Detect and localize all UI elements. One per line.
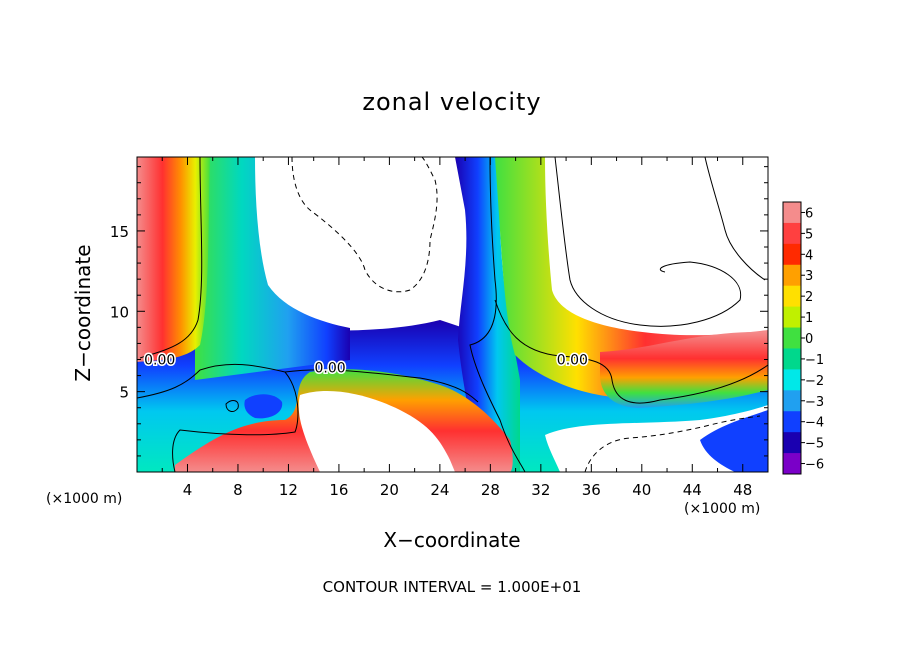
central-cold-column [455,157,520,472]
contour-interval-footer: CONTOUR INTERVAL = 1.000E+01 [322,578,582,596]
colorbar-swatch [783,411,801,433]
contour-label: 0.00 [144,353,175,369]
contour-negative-lower [584,415,761,472]
x-unit-label-right: (×1000 m) [684,501,761,517]
cold-blob-left [244,394,283,419]
x-tick-label: 4 [183,481,193,499]
x-tick-label: 44 [683,481,702,499]
colorbar-label: −1 [805,353,824,368]
left-cold-column [195,157,350,380]
colorbar-label: 3 [805,269,813,284]
colorbar-swatch [783,243,801,266]
colorbar-swatch [783,432,801,454]
colorbar-swatch [783,202,801,224]
chart-title: zonal velocity [362,88,542,116]
y-tick-label: 10 [110,303,129,321]
colorbar-label: 5 [805,227,813,242]
colorbar-label: −5 [805,437,824,452]
x-tick-label: 20 [380,481,399,499]
left-warm-column [137,157,210,362]
contour-labels: 0.00 0.00 0.00 [143,351,590,378]
x-tick-label: 48 [733,481,752,499]
contour-label: 0.00 [315,361,346,377]
x-tick-label: 16 [329,481,348,499]
x-tick-label: 24 [430,481,449,499]
y-tick-label: 5 [119,384,129,402]
colorbar-swatch [783,264,801,287]
x-tick-label: 12 [279,481,298,499]
colorbar-label: 2 [805,290,813,305]
contour-positive-right [554,157,742,327]
y-tick-label: 15 [110,223,129,241]
x-tick-label: 8 [233,481,243,499]
colorbar-label: −6 [805,458,824,473]
colorbar-swatch [783,222,801,245]
colorbar-swatch [783,327,801,349]
x-axis-label: X−coordinate [383,528,521,552]
colorbar-label: −4 [805,416,824,431]
colorbar-label: 6 [805,206,813,221]
colorbar-swatch [783,285,801,308]
colorbar: 6 5 4 3 2 1 0 −1 −2 −3 −4 −5 −6 [782,201,824,475]
colorbar-swatch [783,306,801,329]
contour-zero-mid [284,369,479,403]
x-tick-label: 28 [481,481,500,499]
plot-frame [136,156,769,473]
colorbar-swatch [783,348,801,370]
y-axis: 5 10 15 [110,166,768,457]
x-tick-label: 40 [632,481,651,499]
colorbar-swatch [783,390,801,412]
contour-zero-lower [137,363,299,472]
contour-negative-upper [291,157,438,293]
colorbar-label: 0 [805,332,813,347]
colorbar-label: 4 [805,248,813,263]
colorbar-label: −2 [805,374,824,389]
colorbar-label: −3 [805,395,824,410]
heatmap-field [137,157,768,472]
right-warm-tail [600,331,768,408]
contour-zero-right [494,299,768,404]
colorbar-swatch [783,369,801,391]
cold-blob-right [700,410,768,472]
colorbar-swatch [783,453,801,475]
colorbar-label: 1 [805,311,813,326]
contour-zero-left [139,157,203,359]
white-pocket-center [298,390,455,472]
contour-label: 0.00 [557,353,588,369]
contour-zero-center [469,157,526,472]
contour-lines [137,157,768,472]
x-tick-label: 36 [582,481,601,499]
x-tick-label: 32 [531,481,550,499]
contour-small-loop [225,400,239,412]
x-unit-label-left: (×1000 m) [46,491,123,507]
y-axis-label: Z−coordinate [71,244,95,382]
x-axis: 4 8 12 16 20 24 28 32 36 40 44 48 [161,157,752,499]
contour-positive-right-upper [704,157,766,281]
